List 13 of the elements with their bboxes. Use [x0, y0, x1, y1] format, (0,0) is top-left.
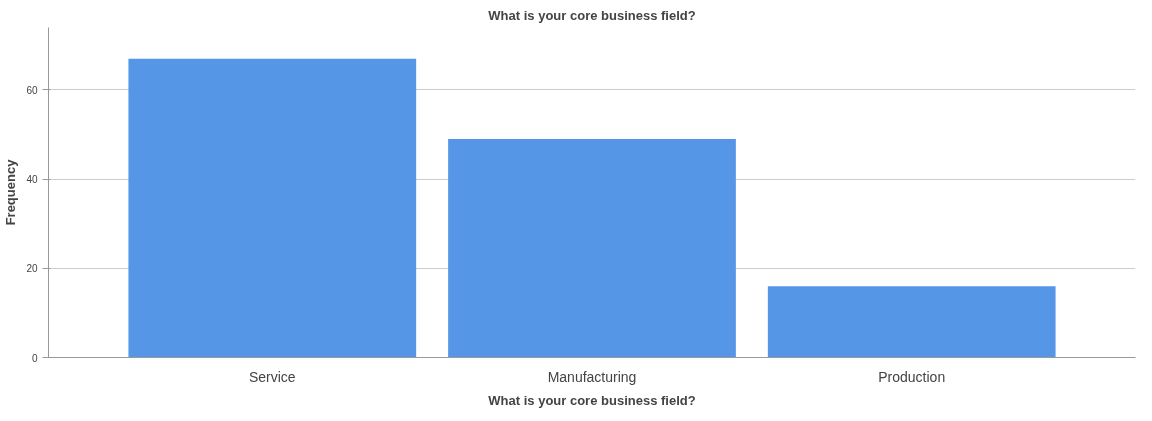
chart-title: What is your core business field? — [488, 7, 696, 23]
y-tick-label: 20 — [26, 263, 38, 275]
x-tick-label: Service — [248, 368, 296, 385]
bar — [767, 286, 1056, 358]
y-axis-title: Frequency — [3, 158, 19, 226]
y-tick-label: 40 — [26, 174, 38, 186]
x-tick-label: Manufacturing — [547, 368, 637, 385]
x-tick-label: Production — [878, 368, 946, 385]
bar — [128, 58, 417, 358]
bar — [448, 138, 736, 358]
y-tick-label: 0 — [31, 352, 38, 364]
y-tick-label: 60 — [26, 84, 38, 96]
x-axis-title: What is your core business field? — [488, 392, 696, 408]
